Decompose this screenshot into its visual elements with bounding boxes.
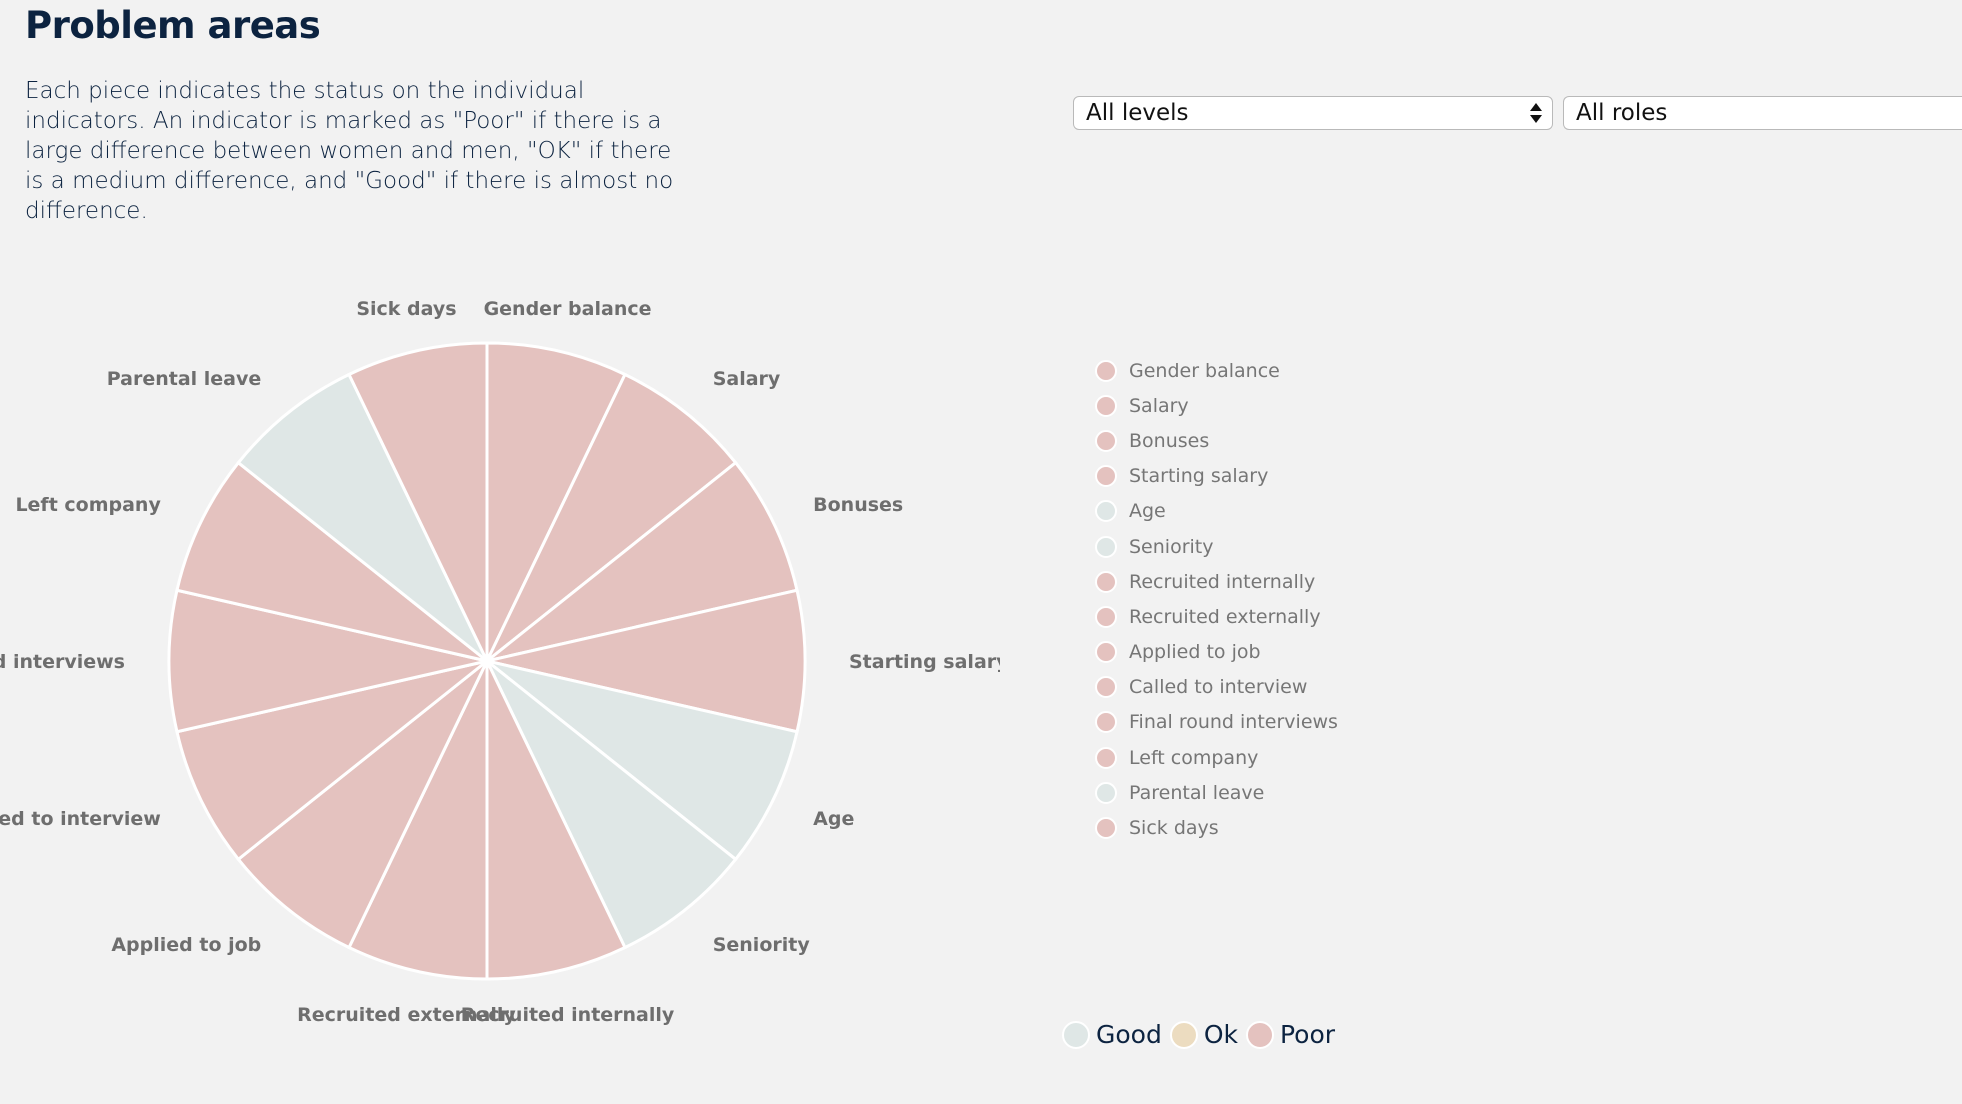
legend-dot-icon — [1095, 570, 1117, 593]
slice-label-parental-leave: Parental leave — [107, 368, 262, 390]
pie-slice-sick-days[interactable] — [347, 341, 489, 662]
legend-item-salary[interactable]: Salary — [1095, 388, 1338, 423]
legend-dot-icon — [1095, 817, 1117, 840]
legend-item-starting-salary[interactable]: Starting salary — [1095, 459, 1338, 494]
roles-select-value: All roles — [1576, 100, 1668, 126]
pie-slice-salary[interactable] — [485, 372, 738, 663]
legend-item-recruited-externally[interactable]: Recruited externally — [1095, 599, 1338, 634]
legend-item-seniority[interactable]: Seniority — [1095, 529, 1338, 564]
pie-slice-final-round-interviews[interactable] — [167, 588, 488, 734]
slice-label-salary: Salary — [713, 368, 781, 390]
legend-item-label: Called to interview — [1129, 676, 1308, 699]
page-description: Each piece indicates the status on the i… — [25, 78, 674, 224]
pie-slice-parental-leave[interactable] — [236, 372, 489, 663]
slice-label-applied-to-job: Applied to job — [111, 934, 261, 956]
legend-dot-icon — [1095, 359, 1117, 382]
pie-slice-left-company[interactable] — [175, 460, 488, 663]
legend-dot-icon — [1095, 394, 1117, 417]
pie-slice-bonuses[interactable] — [486, 460, 799, 663]
legend-item-recruited-internally[interactable]: Recruited internally — [1095, 564, 1338, 599]
legend-dot-icon — [1095, 500, 1117, 523]
legend-dot-icon — [1095, 711, 1117, 734]
status-legend-label: Ok — [1203, 1020, 1238, 1049]
legend-item-label: Salary — [1129, 394, 1189, 417]
status-dot-icon — [1246, 1020, 1274, 1049]
status-dot-icon — [1062, 1020, 1090, 1049]
slice-label-called-to-interview: Called to interview — [0, 808, 161, 830]
pie-slice-recruited-internally[interactable] — [485, 660, 627, 981]
pie-slice-age[interactable] — [486, 659, 799, 862]
status-legend-ok: Ok — [1169, 1020, 1238, 1049]
legend-item-label: Recruited externally — [1129, 605, 1321, 628]
select-arrows-icon — [1530, 100, 1542, 126]
pie-slice-starting-salary[interactable] — [486, 588, 807, 734]
slice-label-gender-balance: Gender balance — [484, 298, 652, 320]
slice-label-left-company: Left company — [15, 494, 161, 516]
legend-item-label: Starting salary — [1129, 465, 1269, 488]
legend-item-called-to-interview[interactable]: Called to interview — [1095, 670, 1338, 705]
legend-item-label: Age — [1129, 500, 1166, 523]
legend-item-gender-balance[interactable]: Gender balance — [1095, 353, 1338, 388]
status-legend-good: Good — [1062, 1020, 1162, 1049]
legend-item-label: Gender balance — [1129, 359, 1280, 382]
pie-slice-called-to-interview[interactable] — [175, 659, 488, 862]
status-legend-label: Good — [1096, 1020, 1162, 1049]
legend-item-label: Recruited internally — [1129, 570, 1316, 593]
slice-label-final-round-interviews: Final round interviews — [0, 651, 125, 673]
legend-item-applied-to-job[interactable]: Applied to job — [1095, 635, 1338, 670]
pie-slice-gender-balance[interactable] — [485, 341, 627, 662]
legend-item-label: Sick days — [1129, 817, 1219, 840]
slice-label-starting-salary: Starting salary — [849, 651, 1000, 673]
levels-select[interactable]: All levels — [1073, 96, 1553, 130]
slice-label-recruited-externally: Recruited externally — [297, 1004, 516, 1026]
legend-dot-icon — [1095, 746, 1117, 769]
page-title: Problem areas — [25, 4, 321, 47]
legend-dot-icon — [1095, 429, 1117, 452]
problem-areas-wheel: Gender balance Salary Bonuses Starting sala… — [0, 298, 1000, 1026]
legend-item-label: Applied to job — [1129, 641, 1261, 664]
slice-label-age: Age — [813, 808, 854, 830]
roles-select[interactable]: All roles — [1563, 96, 1962, 130]
slice-label-recruited-internally: Recruited internally — [461, 1004, 675, 1026]
status-legend-label: Poor — [1280, 1020, 1336, 1049]
status-dot-icon — [1169, 1020, 1198, 1049]
legend-item-bonuses[interactable]: Bonuses — [1095, 423, 1338, 458]
legend-item-left-company[interactable]: Left company — [1095, 740, 1338, 775]
legend-item-sick-days[interactable]: Sick days — [1095, 810, 1338, 845]
slice-label-bonuses: Bonuses — [813, 494, 903, 516]
pie-slice-seniority[interactable] — [485, 659, 738, 950]
status-legend-poor: Poor — [1246, 1020, 1335, 1049]
legend-dot-icon — [1095, 676, 1117, 699]
status-legend: Good Ok Poor — [1062, 1020, 1343, 1049]
legend-dot-icon — [1095, 605, 1117, 628]
legend-item-label: Final round interviews — [1129, 711, 1338, 734]
slice-label-sick-days: Sick days — [356, 298, 456, 320]
legend-dot-icon — [1095, 535, 1117, 558]
indicator-legend: Gender balance Salary Bonuses Starting sala… — [1095, 353, 1338, 846]
legend-item-label: Left company — [1129, 746, 1259, 769]
levels-select-value: All levels — [1086, 100, 1189, 126]
legend-item-age[interactable]: Age — [1095, 494, 1338, 529]
slice-label-seniority: Seniority — [713, 934, 811, 956]
legend-dot-icon — [1095, 781, 1117, 804]
pie-slice-recruited-externally[interactable] — [347, 660, 489, 981]
legend-item-label: Parental leave — [1129, 781, 1265, 804]
legend-item-label: Seniority — [1129, 535, 1214, 558]
legend-item-final-round-interviews[interactable]: Final round interviews — [1095, 705, 1338, 740]
pie-slice-applied-to-job[interactable] — [236, 659, 489, 950]
legend-item-parental-leave[interactable]: Parental leave — [1095, 775, 1338, 810]
legend-dot-icon — [1095, 465, 1117, 488]
legend-item-label: Bonuses — [1129, 429, 1210, 452]
legend-dot-icon — [1095, 641, 1117, 664]
